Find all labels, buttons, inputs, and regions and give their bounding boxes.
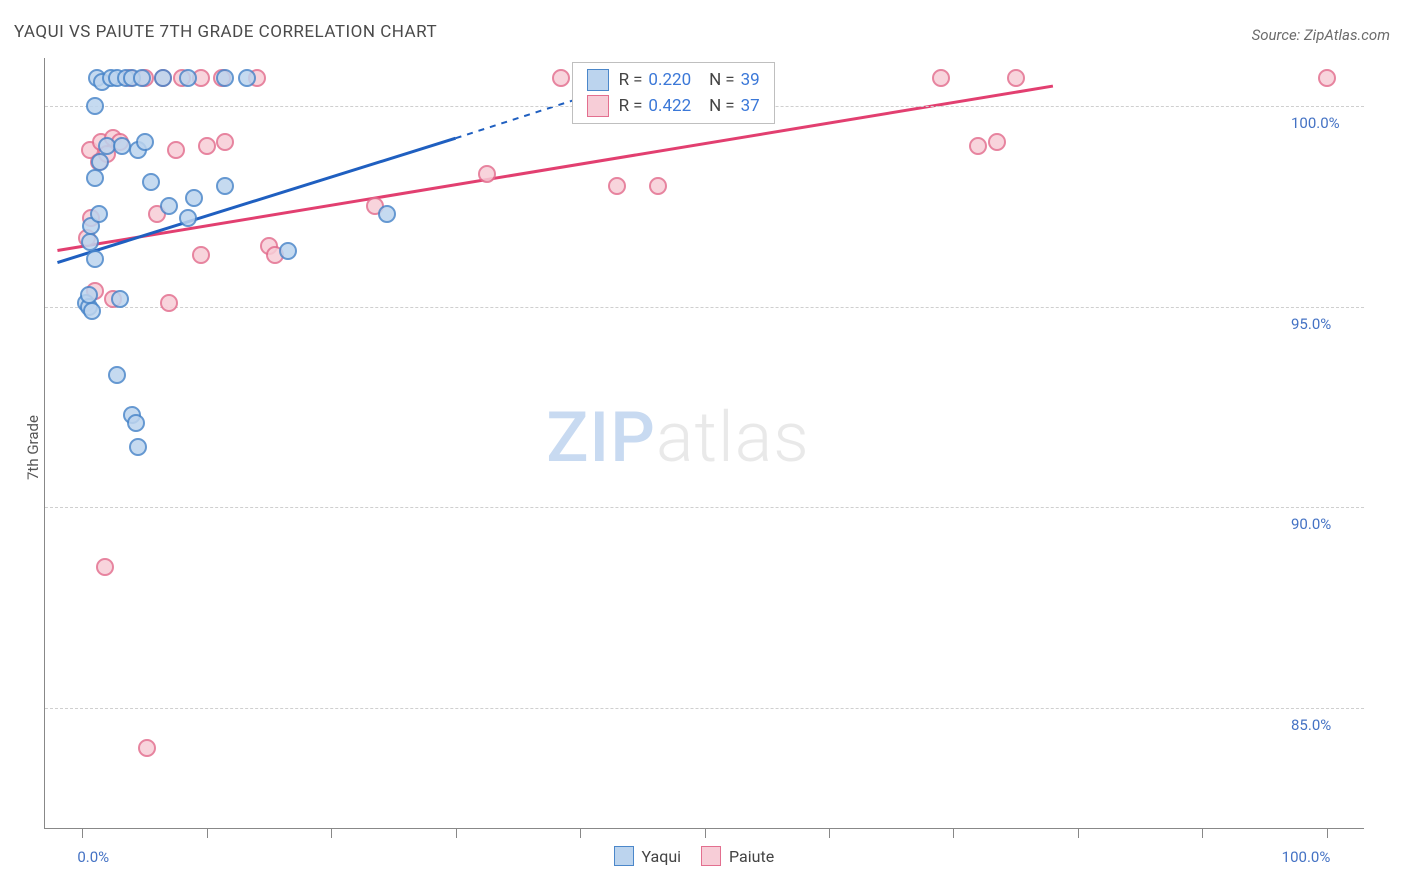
legend-item-paiute: Paiute (701, 846, 774, 866)
data-point-yaqui (90, 205, 108, 223)
chart-title: YAQUI VS PAIUTE 7TH GRADE CORRELATION CH… (14, 22, 437, 42)
x-tick (953, 828, 954, 838)
data-point-paiute (608, 177, 626, 195)
data-point-yaqui (108, 366, 126, 384)
data-point-yaqui (238, 69, 256, 87)
data-point-yaqui (179, 69, 197, 87)
trend-lines (45, 58, 1364, 828)
stats-row: R=0.422N=37 (573, 93, 774, 119)
data-point-yaqui (91, 153, 109, 171)
equals-sign: = (725, 70, 734, 90)
data-point-yaqui (80, 286, 98, 304)
stats-swatch (587, 69, 609, 91)
equals-sign: = (725, 96, 734, 116)
gridline-horizontal (45, 708, 1364, 709)
r-value: 0.220 (648, 70, 691, 90)
data-point-paiute (649, 177, 667, 195)
data-point-yaqui (86, 250, 104, 268)
x-tick (580, 828, 581, 838)
legend-item-yaqui: Yaqui (614, 846, 682, 866)
source-attribution: Source: ZipAtlas.com (1252, 26, 1390, 44)
trend-line-yaqui (57, 138, 455, 262)
x-tick (82, 828, 83, 838)
stats-swatch (587, 95, 609, 117)
r-label: R (619, 70, 629, 90)
data-point-yaqui (83, 302, 101, 320)
data-point-yaqui (185, 189, 203, 207)
data-point-yaqui (129, 438, 147, 456)
data-point-paiute (160, 294, 178, 312)
data-point-paiute (216, 133, 234, 151)
x-tick (1078, 828, 1079, 838)
data-point-yaqui (160, 197, 178, 215)
data-point-yaqui (133, 69, 151, 87)
r-value: 0.422 (648, 96, 691, 116)
data-point-paiute (96, 558, 114, 576)
y-tick-label: 95.0% (1291, 315, 1331, 333)
data-point-yaqui (86, 169, 104, 187)
legend-swatch (614, 846, 634, 866)
data-point-yaqui (142, 173, 160, 191)
y-tick-label: 85.0% (1291, 716, 1331, 734)
x-tick (705, 828, 706, 838)
watermark: ZIPatlas (546, 397, 810, 479)
data-point-yaqui (378, 205, 396, 223)
legend-swatch (701, 846, 721, 866)
x-tick (1327, 828, 1328, 838)
data-point-yaqui (111, 290, 129, 308)
data-point-paiute (932, 69, 950, 87)
watermark-atlas: atlas (656, 397, 810, 479)
n-value: 37 (741, 96, 760, 116)
scatter-plot: ZIPatlas (44, 58, 1364, 829)
data-point-yaqui (136, 133, 154, 151)
x-axis-max-label: 100.0% (1282, 848, 1331, 866)
data-point-paiute (1007, 69, 1025, 87)
watermark-zip: ZIP (546, 397, 656, 479)
r-label: R (619, 96, 629, 116)
y-axis-title: 7th Grade (24, 415, 42, 480)
y-tick-label: 100.0% (1291, 114, 1340, 132)
data-point-paiute (198, 137, 216, 155)
x-axis-min-label: 0.0% (77, 848, 109, 866)
trend-line-paiute (57, 86, 1052, 250)
equals-sign: = (633, 70, 642, 90)
data-point-paiute (138, 739, 156, 757)
series-legend: Yaqui Paiute (614, 846, 775, 866)
n-label: N (709, 96, 721, 116)
data-point-yaqui (216, 69, 234, 87)
data-point-yaqui (127, 414, 145, 432)
data-point-paiute (552, 69, 570, 87)
x-tick (456, 828, 457, 838)
gridline-horizontal (45, 507, 1364, 508)
data-point-paiute (1318, 69, 1336, 87)
data-point-yaqui (216, 177, 234, 195)
x-tick (829, 828, 830, 838)
data-point-paiute (988, 133, 1006, 151)
data-point-paiute (478, 165, 496, 183)
x-tick (331, 828, 332, 838)
correlation-stats-box: R=0.220N=39R=0.422N=37 (572, 62, 775, 124)
equals-sign: = (633, 96, 642, 116)
y-tick-label: 90.0% (1291, 515, 1331, 533)
n-value: 39 (741, 70, 760, 90)
stats-row: R=0.220N=39 (573, 67, 774, 93)
data-point-yaqui (86, 97, 104, 115)
data-point-yaqui (113, 137, 131, 155)
data-point-yaqui (179, 209, 197, 227)
legend-label: Yaqui (642, 847, 682, 866)
data-point-yaqui (154, 69, 172, 87)
data-point-yaqui (279, 242, 297, 260)
data-point-paiute (192, 246, 210, 264)
x-tick (207, 828, 208, 838)
data-point-paiute (969, 137, 987, 155)
x-tick (1202, 828, 1203, 838)
gridline-horizontal (45, 307, 1364, 308)
legend-label: Paiute (729, 847, 774, 866)
n-label: N (709, 70, 721, 90)
data-point-paiute (167, 141, 185, 159)
